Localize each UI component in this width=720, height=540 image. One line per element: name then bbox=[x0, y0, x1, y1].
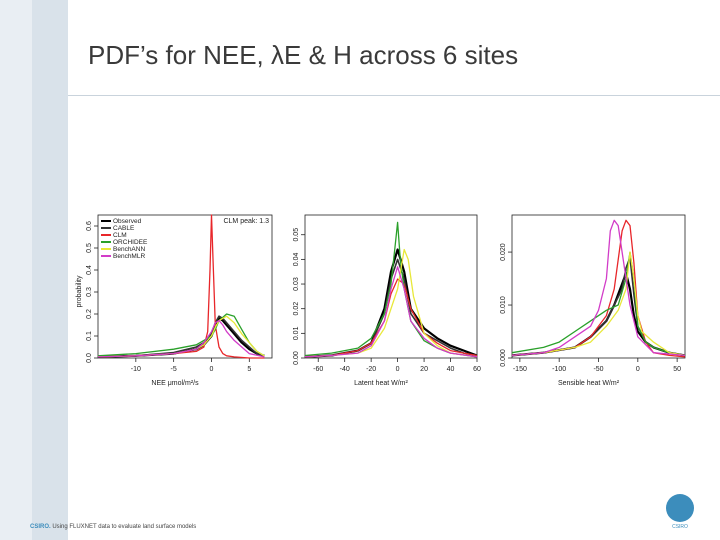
footer-brand: CSIRO. bbox=[30, 524, 51, 530]
csiro-logo-icon bbox=[666, 494, 694, 522]
y-tick-label: 0.04 bbox=[293, 252, 300, 266]
slide-left-band bbox=[0, 0, 68, 540]
x-tick-label: -20 bbox=[366, 366, 376, 373]
series-line-benchann bbox=[304, 248, 478, 358]
x-axis-label: NEE μmol/m²/s bbox=[151, 380, 199, 387]
series-line-clm bbox=[511, 219, 686, 358]
series-line-cable bbox=[511, 256, 686, 357]
series-line-benchmlr bbox=[304, 266, 478, 358]
footer-text: Using FLUXNET data to evaluate land surf… bbox=[50, 524, 197, 530]
chart-panel-1: -10 -5 0 5 0.0 0.1 0.2 0.3 0.4 0.5 0.6 NEE μmol/m²/… bbox=[76, 214, 273, 387]
x-tick-label: 0 bbox=[210, 366, 214, 373]
y-tick-label: 0.000 bbox=[500, 349, 507, 367]
series-line-clm bbox=[304, 278, 478, 358]
series-line-observed bbox=[511, 272, 686, 357]
x-tick-label: 5 bbox=[247, 366, 251, 373]
x-tick-label: 0 bbox=[396, 366, 400, 373]
y-tick-label: 0.00 bbox=[293, 351, 300, 365]
chart-annotation: CLM peak: 1.3 bbox=[223, 218, 269, 225]
y-tick-label: 0.2 bbox=[86, 309, 93, 319]
x-tick-label: 50 bbox=[673, 366, 681, 373]
x-tick-label: -5 bbox=[171, 366, 177, 373]
legend-label-orchidee: ORCHIDEE bbox=[113, 239, 148, 246]
legend-label-clm: CLM bbox=[113, 232, 127, 239]
legend-label-benchmlr: BenchMLR bbox=[113, 253, 145, 260]
series-line-benchmlr bbox=[511, 219, 686, 357]
logo-text: CSIRO bbox=[672, 524, 688, 530]
x-tick-label: 0 bbox=[636, 366, 640, 373]
chart-panel-3: -150 -100 -50 0 50 0.000 0.010 0.020 Sensible he… bbox=[500, 214, 686, 387]
series-line-observed bbox=[304, 248, 478, 358]
x-tick-label: -50 bbox=[593, 366, 603, 373]
x-tick-label: -100 bbox=[552, 366, 566, 373]
y-axis-label: probability bbox=[76, 275, 83, 307]
y-tick-label: 0.1 bbox=[86, 331, 93, 341]
y-tick-label: 0.3 bbox=[86, 287, 93, 297]
legend-label-cable: CABLE bbox=[113, 225, 135, 232]
slide-title: PDF’s for NEE, λE & H across 6 sites bbox=[88, 40, 519, 70]
chart-panel-2: -60 -40 -20 0 20 40 60 0.00 0.01 0.02 0.03 0.04 0.05… bbox=[293, 214, 481, 387]
y-tick-label: 0.6 bbox=[86, 221, 93, 231]
series-line-benchann bbox=[511, 251, 686, 357]
legend-label-observed: Observed bbox=[113, 218, 142, 225]
series-line-clm bbox=[97, 214, 265, 359]
title-divider bbox=[68, 95, 720, 96]
x-tick-label: -60 bbox=[313, 366, 323, 373]
x-axis-label: Sensible heat W/m² bbox=[558, 380, 620, 387]
x-axis-label: Latent heat W/m² bbox=[354, 380, 408, 387]
x-tick-label: -40 bbox=[340, 366, 350, 373]
y-tick-label: 0.020 bbox=[500, 243, 507, 261]
x-tick-label: -10 bbox=[131, 366, 141, 373]
x-tick-label: -150 bbox=[513, 366, 527, 373]
series-line-cable bbox=[97, 315, 265, 358]
x-tick-label: 40 bbox=[447, 366, 455, 373]
y-tick-label: 0.03 bbox=[293, 277, 300, 291]
plot-frame bbox=[511, 214, 686, 359]
footer: CSIRO. Using FLUXNET data to evaluate la… bbox=[30, 524, 196, 530]
y-tick-label: 0.4 bbox=[86, 265, 93, 275]
slide-left-stripe bbox=[32, 0, 68, 540]
y-tick-label: 0.5 bbox=[86, 243, 93, 253]
legend-label-benchann: BenchANN bbox=[113, 246, 145, 253]
x-tick-label: 60 bbox=[473, 366, 481, 373]
y-tick-label: 0.0 bbox=[86, 353, 93, 363]
series-line-orchidee bbox=[97, 313, 265, 357]
plot-frame bbox=[304, 214, 478, 359]
x-tick-label: 20 bbox=[420, 366, 428, 373]
y-tick-label: 0.01 bbox=[293, 326, 300, 340]
y-tick-label: 0.05 bbox=[293, 228, 300, 242]
y-tick-label: 0.02 bbox=[293, 302, 300, 316]
y-tick-label: 0.010 bbox=[500, 296, 507, 314]
series-line-orchidee bbox=[511, 251, 686, 357]
series-line-benchmlr bbox=[97, 319, 265, 358]
plot-frame bbox=[97, 214, 273, 359]
